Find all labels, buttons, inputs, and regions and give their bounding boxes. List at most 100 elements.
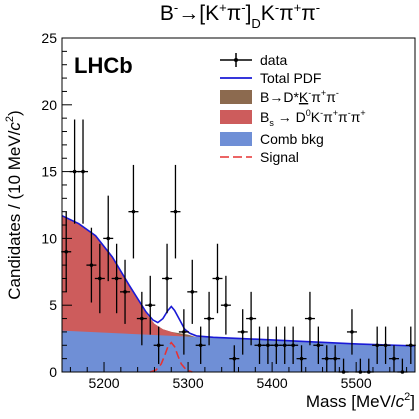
data-points [61, 119, 416, 374]
data-point [187, 259, 198, 324]
legend-item-total-pdf: Total PDF [220, 70, 321, 86]
svg-text:Signal: Signal [260, 149, 299, 165]
y-axis-label: Candidates / (10 MeV/c2) [4, 110, 24, 299]
data-point [153, 326, 164, 364]
data-point-marker [249, 316, 253, 321]
experiment-label: LHCb [74, 53, 133, 78]
data-point [321, 345, 332, 372]
y-tick-label: 5 [49, 297, 57, 313]
data-point-marker [282, 343, 287, 348]
data-point-marker [333, 356, 337, 361]
data-point [212, 243, 223, 314]
svg-text:Total PDF: Total PDF [260, 70, 321, 86]
x-tick-label: 5400 [257, 375, 288, 391]
data-point [262, 326, 273, 364]
data-point [170, 164, 181, 259]
data-point [288, 326, 299, 364]
data-point-marker [123, 290, 127, 294]
data-point-marker [156, 343, 161, 348]
data-point-marker [89, 263, 94, 267]
data-point-marker [198, 343, 203, 348]
curve-signal [150, 341, 193, 373]
data-point [380, 326, 391, 364]
area-comb-bkg [62, 330, 415, 372]
data-point [136, 291, 147, 346]
data-point-marker [98, 276, 102, 281]
data-point-marker [383, 343, 388, 348]
data-point-marker [215, 276, 220, 281]
data-point-marker [291, 343, 295, 348]
x-tick-label: 5500 [341, 375, 372, 391]
data-point [94, 243, 105, 314]
chart-title: B-→[K+π-]DK-π+π- [160, 0, 320, 31]
data-point [178, 309, 189, 355]
x-axis-label: Mass [MeV/c2] [306, 391, 415, 411]
legend-item-data: data [220, 52, 287, 68]
data-point-marker [316, 343, 321, 348]
svg-text:Comb bkg: Comb bkg [260, 131, 324, 147]
data-point-marker [182, 330, 186, 334]
data-point [204, 291, 215, 346]
data-point [229, 345, 240, 372]
data-point [254, 326, 265, 364]
data-point-marker [190, 290, 195, 294]
data-point [195, 326, 206, 364]
data-point-marker [148, 303, 153, 308]
y-tick-label: 10 [41, 230, 57, 246]
data-point-marker [274, 343, 279, 348]
data-point [304, 291, 315, 346]
data-point [103, 195, 114, 282]
x-tick-label: 5300 [172, 375, 203, 391]
axis-ticks: 0 5 10 15 20 25 5200 5300 5400 5500 [41, 30, 408, 391]
data-point-marker [165, 276, 169, 281]
y-tick-label: 20 [41, 97, 57, 113]
data-point [296, 345, 307, 372]
data-point-marker [224, 303, 228, 308]
legend-item-dstar: B→D*K-π+π- [220, 88, 339, 105]
svg-text:Bs → D0K-π+π-π+: Bs → D0K-π+π-π+ [260, 108, 366, 128]
curve-total-pdf [61, 214, 416, 347]
fit-curves [61, 214, 416, 373]
data-point-marker [299, 356, 304, 361]
data-point [271, 326, 282, 364]
data-point [120, 259, 131, 324]
data-point-marker [140, 316, 144, 321]
data-point [313, 326, 324, 364]
data-point [78, 119, 89, 224]
data-point [330, 345, 341, 372]
legend-item-signal: Signal [220, 149, 299, 165]
data-point [346, 309, 357, 355]
data-point-marker [81, 169, 85, 174]
x-tick-label: 5200 [88, 375, 119, 391]
data-point [86, 227, 97, 303]
data-point [372, 326, 383, 364]
data-point-marker [308, 316, 312, 321]
data-point [111, 243, 122, 314]
data-point [220, 275, 231, 335]
data-point-marker [257, 343, 262, 348]
data-point [388, 345, 399, 372]
data-point-marker [131, 209, 136, 214]
stacked-areas [62, 215, 415, 372]
data-point-marker [240, 330, 245, 334]
data-point-marker [392, 356, 396, 361]
data-point-marker [350, 330, 354, 334]
data-point-marker [114, 276, 119, 281]
data-point [279, 326, 290, 364]
data-point [246, 291, 257, 346]
data-point-marker [324, 356, 329, 361]
y-tick-label: 15 [41, 164, 57, 180]
legend-item-bs: Bs → D0K-π+π-π+ [220, 108, 366, 128]
data-point-marker [232, 356, 237, 361]
data-point-marker [408, 343, 413, 348]
data-point-marker [266, 343, 270, 348]
svg-text:data: data [260, 52, 287, 68]
y-tick-label: 0 [49, 364, 57, 380]
data-point [145, 275, 156, 335]
legend-item-comb-bkg: Comb bkg [220, 131, 324, 147]
data-point-marker [375, 343, 379, 348]
data-point [128, 164, 139, 259]
data-point [405, 326, 416, 364]
data-point [162, 243, 173, 314]
